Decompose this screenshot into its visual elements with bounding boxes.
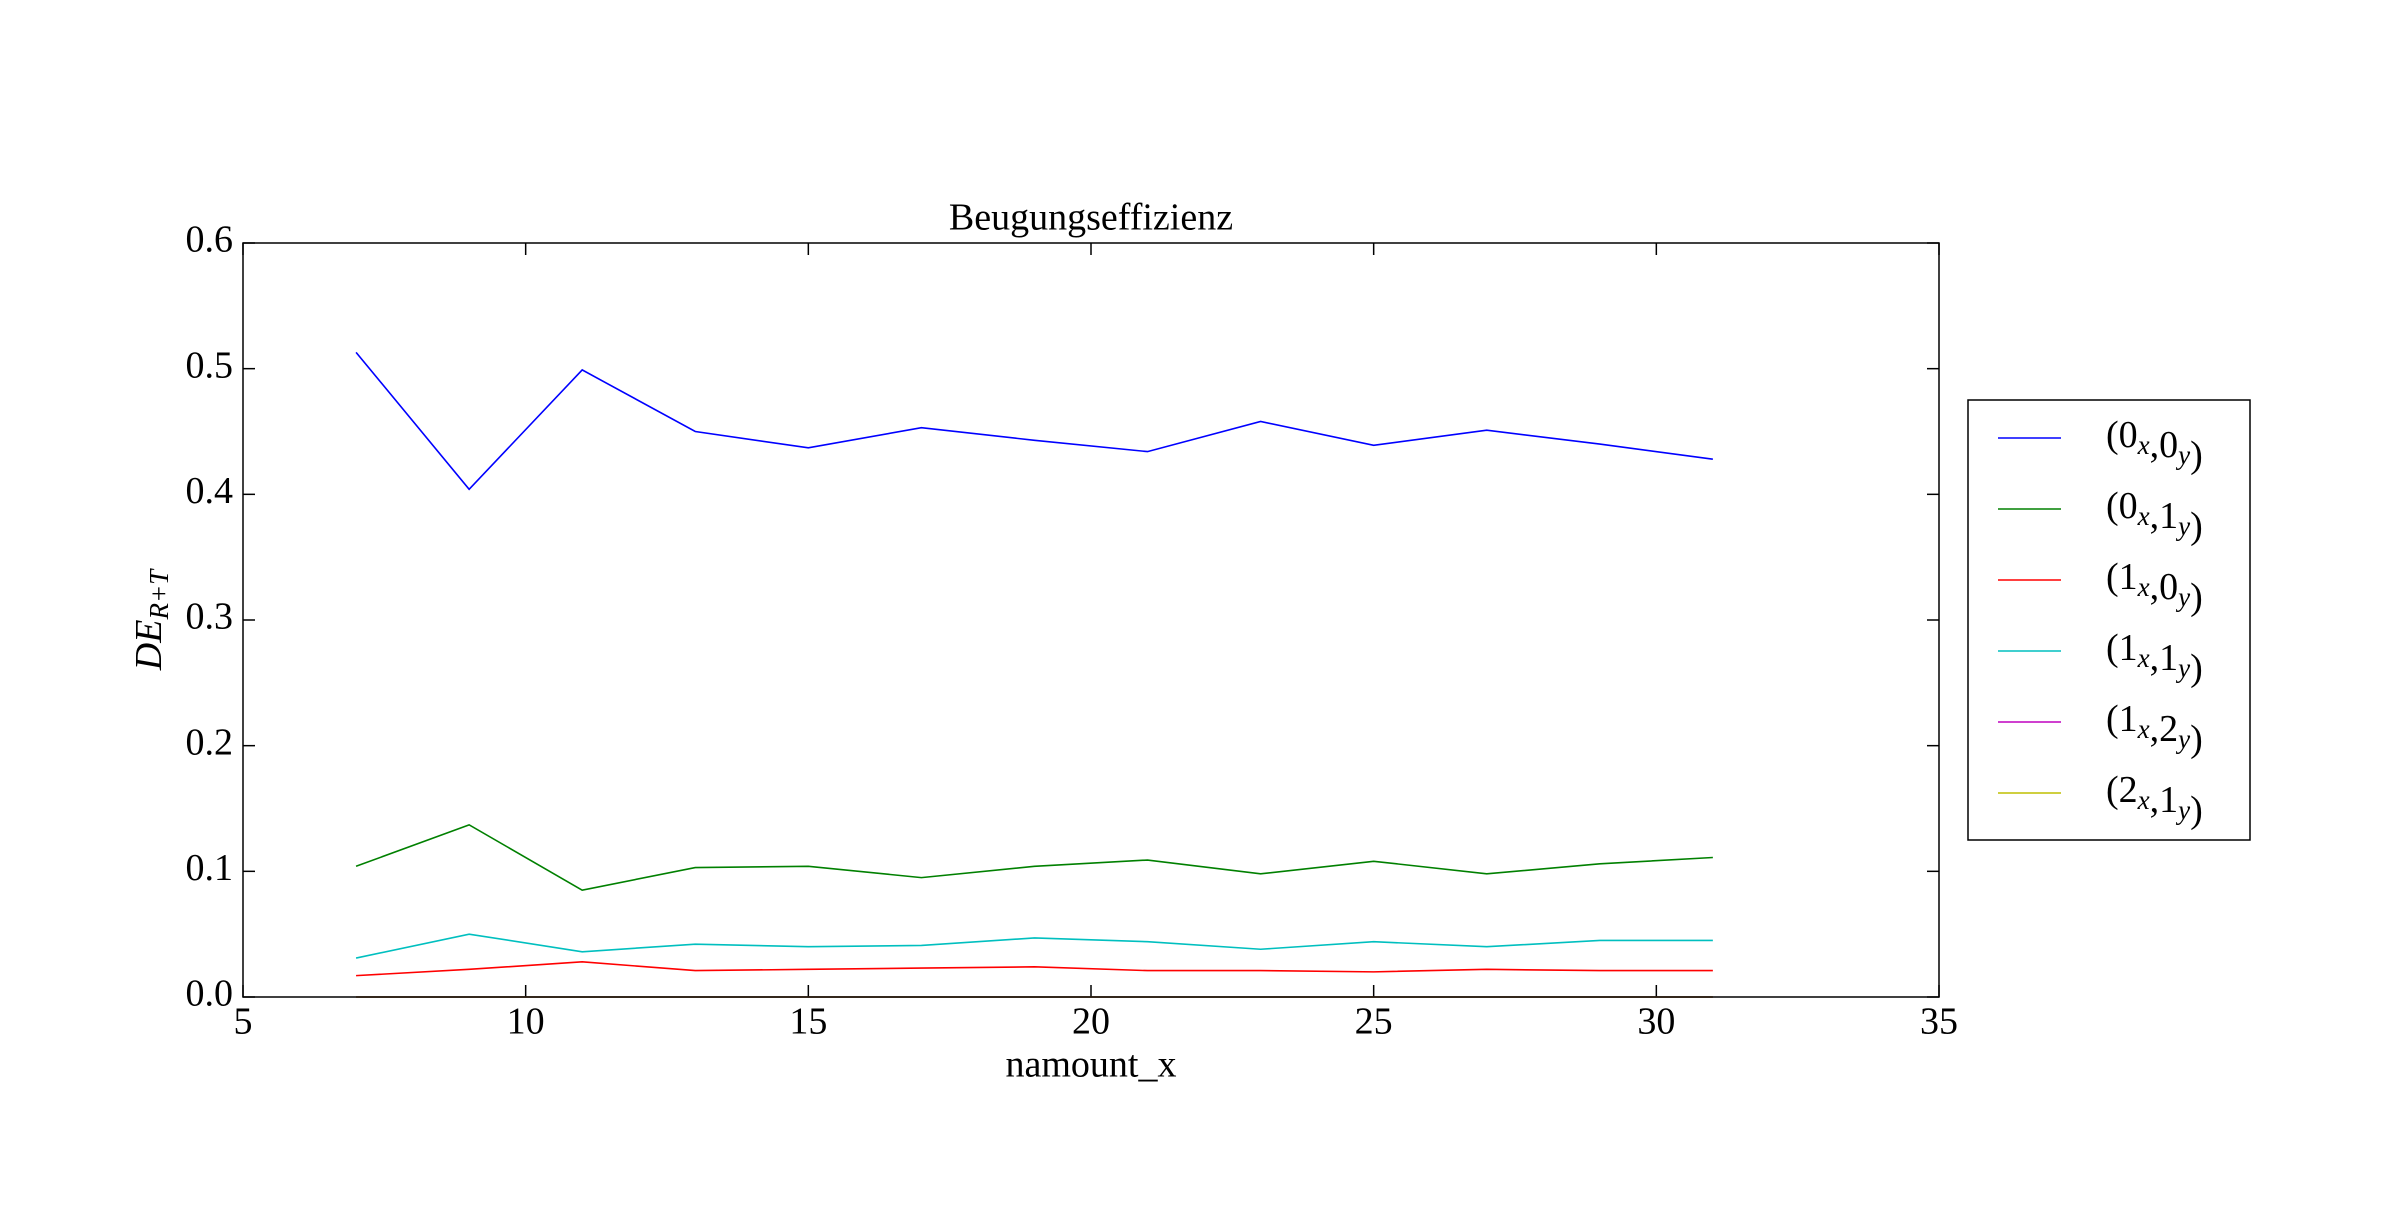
legend-label: (0x,1y) [2106,485,2203,547]
y-tick-label: 0.3 [186,596,234,638]
legend-label: (2x,1y) [2106,769,2203,831]
y-axis-label: DER+T [128,568,174,671]
y-tick-label: 0.5 [186,344,234,386]
x-tick-label: 20 [1072,1001,1110,1043]
y-tick-label: 0.1 [186,847,234,889]
y-tick-label: 0.6 [186,219,234,261]
y-tick-label: 0.4 [186,470,234,512]
series-line [355,823,1713,892]
legend-box [1967,399,2251,841]
x-axis-label: namount_x [1006,1044,1177,1086]
legend-label: (1x,2y) [2106,698,2203,760]
series-line [355,933,1713,959]
plot-frame [242,242,1940,998]
series-line [356,961,1713,977]
x-tick-label: 25 [1355,1001,1393,1043]
x-tick-label: 30 [1637,1001,1675,1043]
x-tick-label: 10 [507,1001,545,1043]
y-tick-label: 0.0 [186,973,234,1015]
x-tick-label: 35 [1920,1001,1958,1043]
legend-label: (1x,0y) [2106,556,2203,618]
legend-label: (0x,0y) [2106,414,2203,476]
x-tick-label: 5 [234,1001,253,1043]
legend-label: (1x,1y) [2106,627,2203,689]
chart-title: Beugungseffizienz [949,197,1233,239]
y-tick-label: 0.2 [186,721,234,763]
series-line [355,351,1713,491]
x-tick-label: 15 [789,1001,827,1043]
